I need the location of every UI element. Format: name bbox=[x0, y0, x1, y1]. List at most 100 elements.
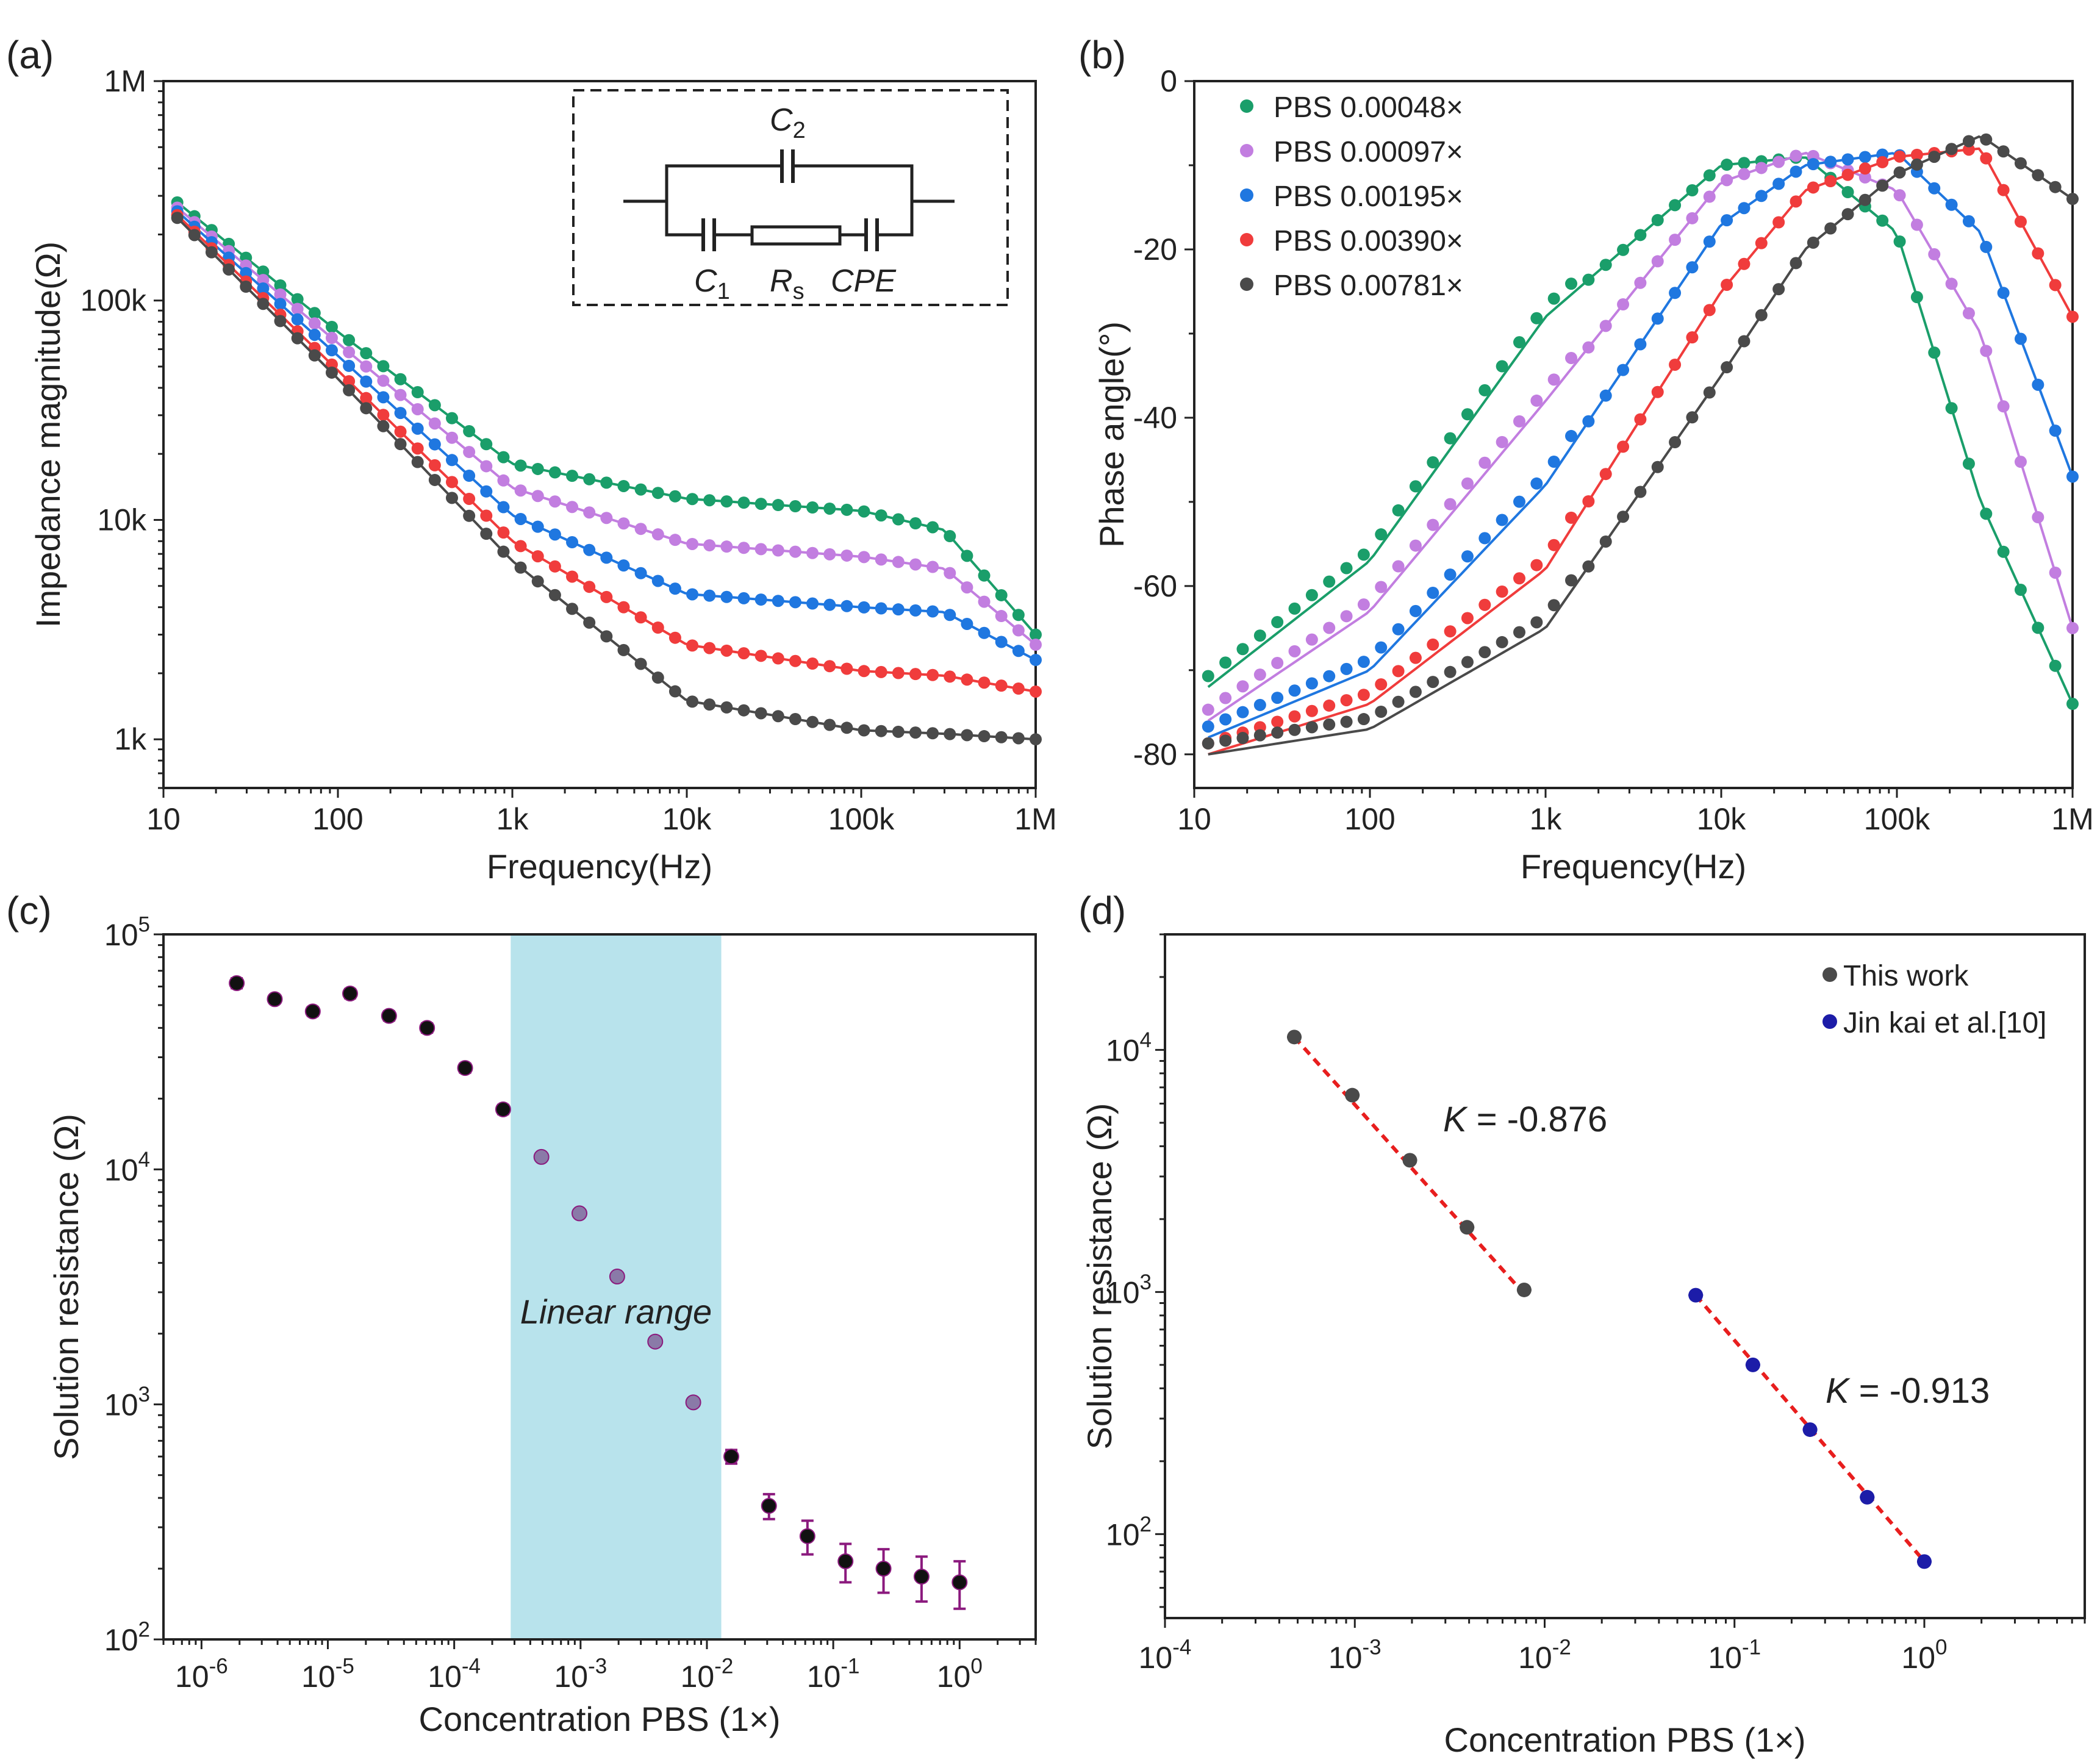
legend-label: PBS 0.00097× bbox=[1274, 136, 1463, 168]
data-point-b-3 bbox=[1876, 156, 1889, 168]
data-point-b-2 bbox=[1841, 153, 1854, 166]
x-tick-label: 10-1 bbox=[807, 1655, 860, 1694]
data-point-c bbox=[647, 1333, 664, 1350]
data-point-b-2 bbox=[1357, 656, 1370, 668]
data-point-b-1 bbox=[1253, 668, 1266, 681]
data-point-b-4 bbox=[1253, 729, 1266, 742]
data-point-b-3 bbox=[1340, 694, 1353, 707]
data-point-a-2 bbox=[789, 596, 801, 609]
data-point-b-2 bbox=[2014, 332, 2027, 345]
data-point-b-1 bbox=[1962, 307, 1975, 320]
data-point-b-0 bbox=[1703, 169, 1716, 182]
data-point-b-3 bbox=[1893, 150, 1906, 163]
legend-label: PBS 0.00195× bbox=[1274, 181, 1463, 213]
data-point-a-2 bbox=[909, 604, 922, 617]
data-point-a-2 bbox=[634, 567, 647, 579]
data-point-b-4 bbox=[1375, 705, 1388, 718]
x-tick-label-exp: -3 bbox=[1362, 1636, 1381, 1660]
data-point-a-4 bbox=[1030, 733, 1042, 746]
data-point-b-1 bbox=[1910, 218, 1923, 231]
data-point-b-3 bbox=[1617, 440, 1630, 453]
data-point-a-3 bbox=[737, 647, 750, 660]
slope-label-d-1: K = -0.913 bbox=[1826, 1371, 1990, 1411]
data-point-b-4 bbox=[1409, 686, 1422, 698]
data-point-a-0 bbox=[445, 412, 458, 424]
data-point-b-2 bbox=[1772, 177, 1785, 190]
data-point-a-1 bbox=[909, 558, 922, 571]
data-point-a-2 bbox=[257, 282, 270, 295]
data-point-b-2 bbox=[1962, 215, 1975, 227]
data-point-b-4 bbox=[1807, 236, 1819, 249]
data-point-a-4 bbox=[308, 349, 321, 362]
data-point-b-0 bbox=[1582, 273, 1595, 286]
y-axis-label: Solution resistance (Ω) bbox=[47, 1114, 85, 1460]
data-point-b-3 bbox=[1807, 181, 1819, 194]
y-tick-label-exp: 2 bbox=[138, 1618, 150, 1642]
y-tick-label: 103 bbox=[104, 1383, 150, 1422]
data-point-b-4 bbox=[1478, 646, 1491, 659]
data-point-b-2 bbox=[1530, 477, 1543, 490]
data-point-b-2 bbox=[1928, 182, 1941, 195]
data-point-a-0 bbox=[463, 424, 476, 437]
data-point-a-3 bbox=[668, 631, 681, 644]
data-point-b-1 bbox=[1357, 598, 1370, 611]
data-point-b-2 bbox=[1617, 364, 1630, 376]
data-point-b-0 bbox=[1392, 504, 1405, 517]
data-point-a-2 bbox=[566, 536, 579, 549]
data-point-b-0 bbox=[1565, 278, 1578, 290]
data-point-a-4 bbox=[583, 616, 596, 629]
data-point-b-0 bbox=[1323, 575, 1336, 588]
data-point-b-4 bbox=[1427, 676, 1439, 689]
x-tick-label-base: 10 bbox=[428, 1660, 462, 1694]
data-point-b-4 bbox=[1444, 665, 1457, 678]
data-point-a-3 bbox=[995, 679, 1008, 692]
data-point-b-3 bbox=[1582, 495, 1595, 508]
panel-label-c: (c) bbox=[6, 889, 52, 933]
data-point-b-4 bbox=[1703, 386, 1716, 399]
data-point-b-0 bbox=[1686, 184, 1699, 196]
fit-line-a-3 bbox=[176, 214, 1036, 693]
data-point-c bbox=[495, 1101, 511, 1117]
data-point-a-0 bbox=[840, 503, 853, 516]
data-point-b-4 bbox=[1357, 713, 1370, 726]
c2-label: C2 bbox=[770, 102, 806, 143]
data-point-b-4 bbox=[1738, 335, 1751, 348]
c1-label: C1 bbox=[694, 263, 730, 304]
y-tick-label: 1k bbox=[114, 722, 147, 756]
data-point-a-4 bbox=[789, 712, 801, 725]
data-point-a-1 bbox=[308, 317, 321, 330]
data-point-c bbox=[723, 1449, 739, 1465]
data-point-b-4 bbox=[2014, 157, 2027, 170]
rs-resistor bbox=[750, 225, 842, 246]
y-tick-label-exp: 3 bbox=[138, 1383, 150, 1406]
data-point-b-0 bbox=[1617, 243, 1630, 256]
data-point-a-2 bbox=[325, 344, 338, 357]
data-point-b-4 bbox=[1928, 151, 1941, 163]
data-point-a-3 bbox=[840, 662, 853, 675]
data-point-c bbox=[457, 1060, 473, 1076]
data-point-a-4 bbox=[703, 698, 716, 711]
data-point-a-0 bbox=[583, 473, 596, 485]
data-point-c bbox=[837, 1553, 854, 1569]
data-point-b-1 bbox=[1858, 171, 1871, 184]
data-point-b-2 bbox=[1651, 312, 1664, 325]
data-point-b-1 bbox=[1755, 162, 1768, 174]
x-axis-label: Frequency(Hz) bbox=[487, 847, 712, 886]
data-point-a-3 bbox=[497, 526, 510, 539]
y-tick-label-exp: 4 bbox=[138, 1148, 150, 1172]
data-point-b-4 bbox=[1893, 166, 1906, 179]
data-point-b-3 bbox=[2032, 247, 2044, 260]
data-point-a-4 bbox=[651, 671, 664, 684]
data-point-b-0 bbox=[1340, 562, 1353, 575]
data-point-a-4 bbox=[445, 492, 458, 504]
data-point-b-4 bbox=[1340, 715, 1353, 728]
data-point-a-2 bbox=[274, 298, 287, 310]
data-point-b-0 bbox=[1305, 589, 1318, 601]
data-point-a-1 bbox=[428, 417, 441, 430]
data-point-b-3 bbox=[1824, 175, 1837, 188]
y-tick-label-exp: 2 bbox=[1140, 1513, 1152, 1536]
data-point-a-0 bbox=[497, 451, 510, 464]
data-point-b-3 bbox=[1375, 678, 1388, 691]
data-point-a-2 bbox=[754, 593, 767, 606]
